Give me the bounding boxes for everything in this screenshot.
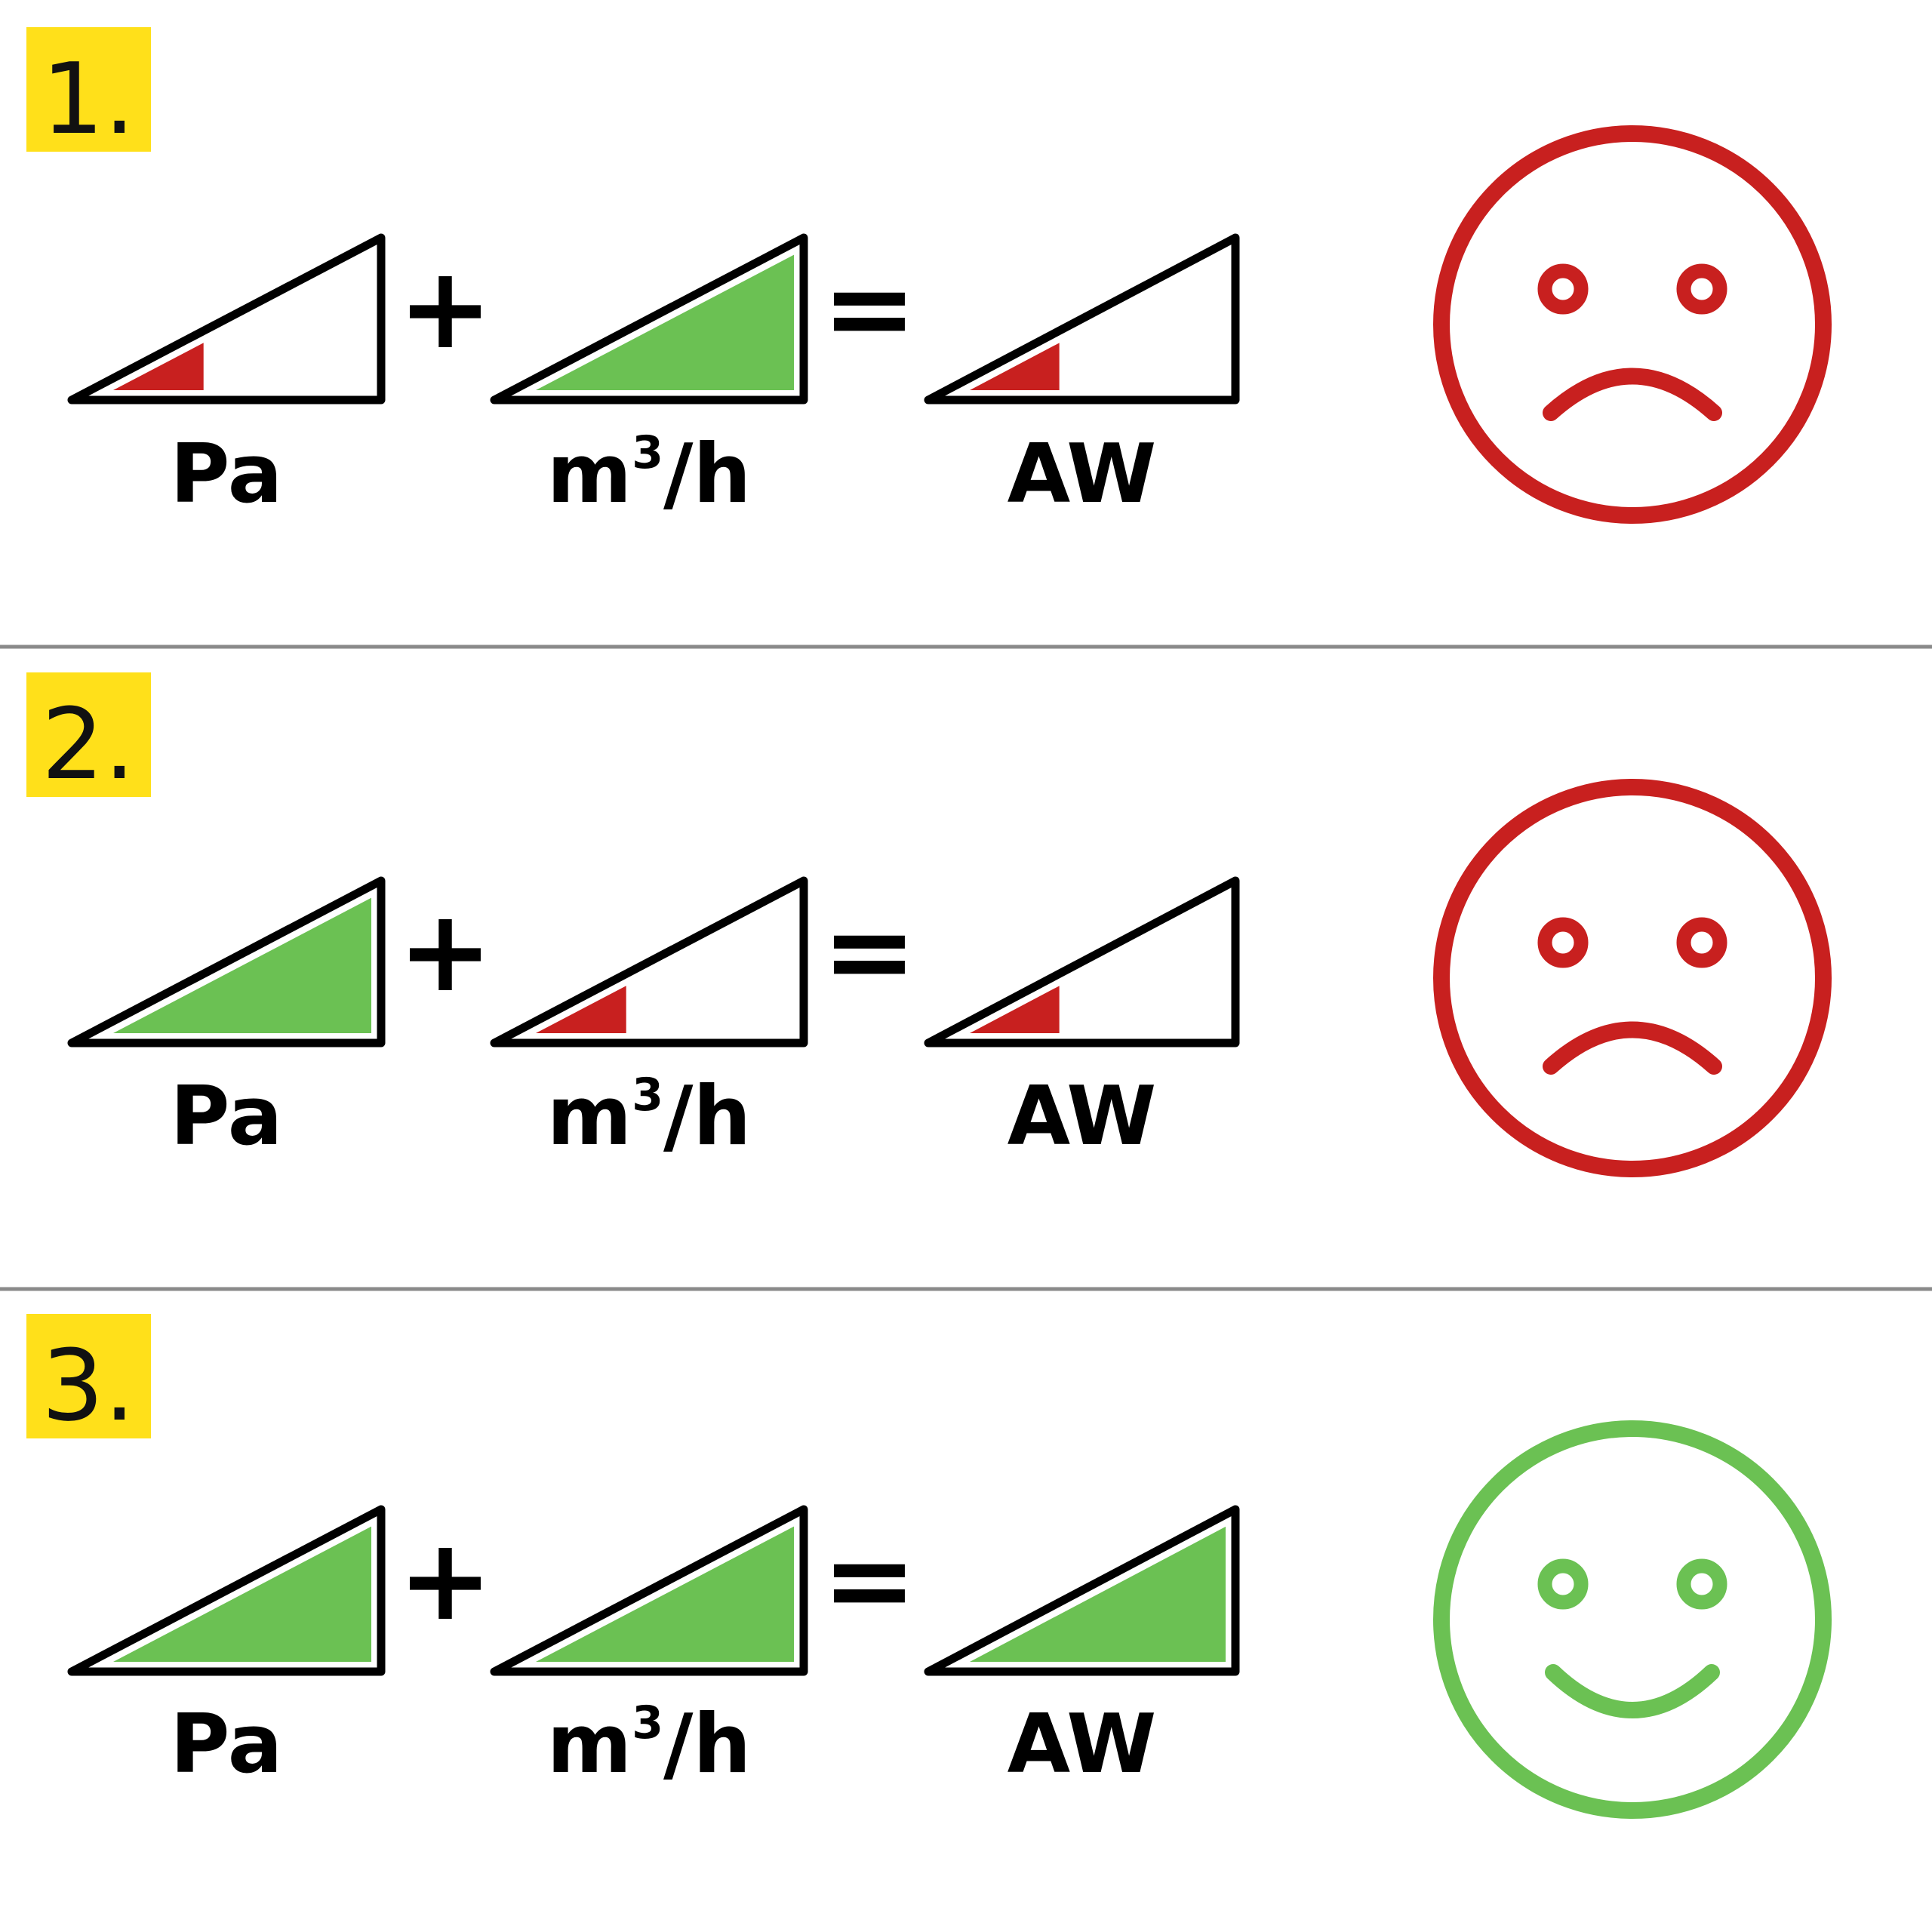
- equals-sign: =: [822, 243, 917, 374]
- term-3: AW: [924, 233, 1240, 521]
- ramp-level-bad: [970, 986, 1060, 1033]
- unit-label: AW: [1008, 1697, 1157, 1792]
- step-badge: [26, 1314, 151, 1438]
- sad-face-icon: [1433, 125, 1832, 524]
- step-badge: [26, 672, 151, 797]
- plus-sign: +: [398, 886, 493, 1017]
- ramp-level-good: [113, 897, 371, 1033]
- plus-sign: +: [398, 1515, 493, 1646]
- ramp-outline: [924, 233, 1240, 405]
- step-number: 3.: [42, 1328, 135, 1443]
- ramp-level-good: [970, 1526, 1226, 1662]
- step-number: 1.: [42, 42, 135, 156]
- unit-label: m3/h: [547, 1069, 752, 1164]
- unit-label: AW: [1008, 1069, 1157, 1164]
- row-2: 2. Pa m3/h AW + =: [26, 672, 1832, 1177]
- term-1: Pa: [67, 876, 386, 1164]
- ramp-level-good: [113, 1526, 371, 1662]
- row-1: 1. Pa m3/h AW + =: [26, 27, 1832, 524]
- happy-face-icon: [1433, 1420, 1832, 1819]
- term-3: AW: [924, 1505, 1240, 1792]
- unit-label: AW: [1008, 427, 1157, 521]
- ramp-level-bad: [113, 343, 204, 390]
- ramp-level-good: [536, 254, 794, 390]
- ramp-outline: [924, 876, 1240, 1048]
- unit-label: m3/h: [547, 426, 752, 521]
- equals-sign: =: [822, 1515, 917, 1646]
- ramp-outline: [490, 876, 808, 1048]
- sad-face-icon: [1433, 779, 1832, 1177]
- step-number: 2.: [42, 687, 135, 801]
- equals-sign: =: [822, 886, 917, 1017]
- term-1: Pa: [67, 233, 386, 521]
- term-2: m3/h: [490, 233, 808, 521]
- step-badge: [26, 27, 151, 152]
- ramp-level-good: [536, 1526, 794, 1662]
- ramp-level-bad: [536, 986, 626, 1033]
- unit-label: m3/h: [547, 1697, 752, 1792]
- unit-label: Pa: [170, 1069, 282, 1164]
- unit-label: Pa: [170, 427, 282, 521]
- ramp-level-bad: [970, 343, 1060, 390]
- term-2: m3/h: [490, 876, 808, 1164]
- ramp-outline: [67, 233, 386, 405]
- term-3: AW: [924, 876, 1240, 1164]
- term-1: Pa: [67, 1505, 386, 1792]
- unit-label: Pa: [170, 1697, 282, 1792]
- term-2: m3/h: [490, 1505, 808, 1792]
- plus-sign: +: [398, 243, 493, 374]
- row-3: 3. Pa m3/h AW + =: [26, 1314, 1832, 1819]
